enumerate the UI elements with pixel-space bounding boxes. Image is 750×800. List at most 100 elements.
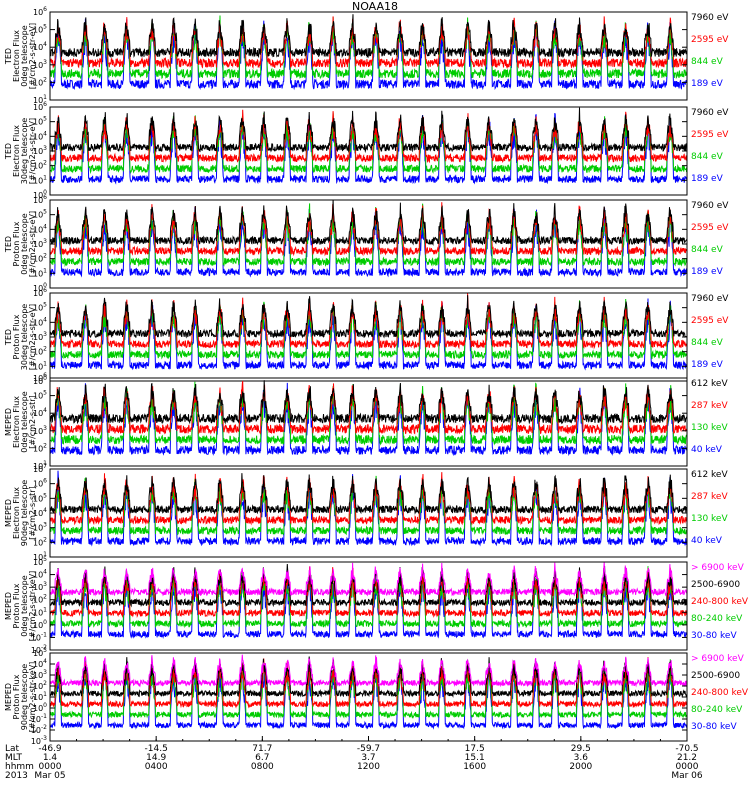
y-tick-label: 101 (33, 460, 47, 471)
series-line-4-2 (49, 381, 688, 446)
series-line-4-0 (49, 380, 688, 425)
y-axis-label: 0deg telescope (20, 391, 29, 452)
y-tick-label: 100 (33, 619, 47, 630)
legend-entry: > 6900 keV (691, 654, 745, 664)
legend-entry: > 6900 keV (691, 563, 745, 573)
legend-entry: 844 eV (691, 152, 724, 162)
y-tick-label: 101 (33, 691, 47, 702)
y-axis-label: TED (4, 329, 13, 346)
x-tick-label: 0000 (39, 762, 62, 772)
legend-entry: 2500-6900 (691, 580, 740, 590)
y-tick-label: 10-1 (31, 631, 47, 642)
y-tick-label: 106 (33, 372, 47, 383)
series-line-0-2 (49, 15, 688, 80)
y-tick-label: 101 (33, 94, 47, 105)
series-line-3-1 (49, 293, 688, 350)
x-row-label: MLT (5, 753, 23, 763)
y-tick-label: 102 (33, 76, 47, 87)
y-tick-label: 100 (33, 282, 47, 293)
series-line-1-0 (49, 107, 687, 154)
x-row-label: 2013 (5, 771, 28, 781)
y-axis-label: 90deg telescope (20, 664, 29, 731)
legend-entry: 130 keV (691, 514, 728, 524)
y-tick-label: 103 (33, 238, 47, 249)
y-tick-label: 105 (33, 556, 47, 567)
y-axis-label: TED (4, 143, 13, 160)
x-tick-label: 6.7 (255, 753, 269, 763)
y-tick-label: 102 (33, 594, 47, 605)
x-row-label: Lat (5, 744, 20, 754)
chart-title: NOAA18 (351, 0, 399, 13)
y-tick-label: 104 (33, 658, 47, 669)
y-axis-label: MEPED (4, 683, 13, 711)
y-axis-label: Electron Flux (12, 487, 21, 539)
x-tick-label: 71.7 (252, 744, 272, 754)
legend-entry: 844 eV (691, 57, 724, 67)
x-tick-label: 1200 (357, 762, 380, 772)
legend-entry: 30-80 keV (691, 631, 737, 641)
y-tick-label: 105 (33, 492, 47, 503)
x-tick-label: 1.4 (43, 753, 58, 763)
y-axis-label: Proton Flux (12, 583, 21, 628)
series-line-6-1 (49, 563, 688, 608)
x-tick-label: 0800 (251, 762, 274, 772)
x-tick-label: Mar 05 (34, 771, 65, 781)
y-tick-label: 105 (33, 209, 47, 220)
legend-entry: 844 eV (691, 245, 724, 255)
series-line-1-1 (49, 109, 688, 164)
legend-entry: 189 eV (691, 174, 724, 184)
y-tick-label: 103 (33, 669, 47, 680)
y-tick-label: 104 (33, 407, 47, 418)
legend-entry: 7960 eV (691, 13, 729, 23)
y-tick-label: 100 (33, 189, 47, 200)
y-tick-label: 106 (33, 287, 47, 298)
legend-entry: 40 keV (691, 536, 723, 546)
panel-frame-4 (49, 377, 688, 467)
legend-entry: 2595 eV (691, 316, 729, 326)
x-tick-label: 14.9 (146, 753, 166, 763)
y-tick-label: 104 (33, 130, 47, 141)
y-tick-label: 102 (33, 346, 47, 357)
y-tick-label: 10-3 (31, 735, 47, 746)
y-tick-label: 101 (33, 174, 47, 185)
legend-entry: 2595 eV (691, 223, 729, 233)
series-line-5-1 (49, 472, 687, 526)
y-axis-label: 30deg telescope (20, 118, 29, 185)
legend-entry: 612 keV (691, 379, 728, 389)
y-tick-label: 101 (33, 360, 47, 371)
y-axis-label: [#/cm2-s-str-eV] (28, 23, 37, 89)
y-axis-label: Electron Flux (12, 30, 21, 82)
y-tick-label: 103 (33, 59, 47, 70)
y-tick-label: 102 (33, 680, 47, 691)
y-axis-label: Proton Flux (12, 221, 21, 266)
y-tick-label: 102 (33, 253, 47, 264)
x-tick-label: 2000 (569, 762, 592, 772)
series-line-5-2 (49, 475, 687, 536)
y-tick-label: 104 (33, 316, 47, 327)
y-tick-label: 106 (33, 194, 47, 205)
y-axis-label: [#/cm2-s-str] (28, 486, 37, 539)
legend-entry: 189 eV (691, 267, 724, 277)
y-axis-label: Electron Flux (12, 125, 21, 177)
x-tick-label: 29.5 (571, 744, 591, 754)
legend-entry: 130 keV (691, 423, 728, 433)
legend-entry: 2595 eV (691, 35, 729, 45)
y-axis-label: [#/cm2-s-str] (28, 395, 37, 448)
y-axis-label: MEPED (4, 592, 13, 620)
y-tick-label: 107 (33, 463, 47, 474)
series-line-5-0 (49, 473, 688, 515)
x-tick-label: 15.1 (465, 753, 485, 763)
y-tick-label: 105 (33, 24, 47, 35)
y-axis-label: [#/cm2-s-str-keV] (28, 662, 37, 733)
x-tick-label: 3.6 (574, 753, 589, 763)
y-axis-label: Proton Flux (12, 674, 21, 719)
y-tick-label: 104 (33, 41, 47, 52)
series-line-2-2 (49, 203, 688, 268)
series-line-1-2 (49, 112, 688, 175)
x-tick-label: 1600 (463, 762, 486, 772)
y-tick-label: 104 (33, 507, 47, 518)
y-tick-label: 10-2 (31, 724, 47, 735)
y-axis-label: TED (4, 236, 13, 253)
y-axis-label: Electron Flux (12, 396, 21, 448)
series-line-4-1 (49, 380, 688, 436)
